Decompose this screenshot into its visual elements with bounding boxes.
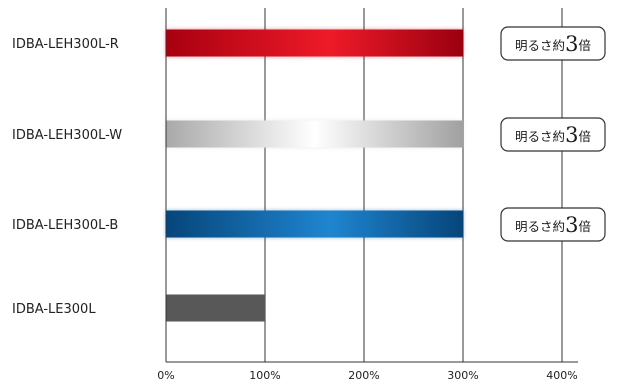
annotation-prefix: 明るさ約 <box>515 38 565 53</box>
x-axis: 0% 100% 200% 300% 400% <box>157 8 578 382</box>
annotation-number: 3 <box>565 213 578 237</box>
category-label: IDBA-LEH300L-W <box>12 128 122 143</box>
annotation-number: 3 <box>565 32 578 56</box>
annotation-number: 3 <box>565 123 578 147</box>
bar-idba-leh300l-w <box>166 120 463 148</box>
x-tick-label: 400% <box>546 369 577 382</box>
gridlines <box>264 8 563 362</box>
annotation-suffix: 倍 <box>578 129 591 144</box>
annotation-badge: 明るさ約3倍 <box>500 117 606 152</box>
bar-idba-leh300l-b <box>166 210 463 238</box>
bar-idba-leh300l-r <box>166 29 463 57</box>
annotation-prefix: 明るさ約 <box>515 129 565 144</box>
x-tick-label: 0% <box>157 369 174 382</box>
annotation-prefix: 明るさ約 <box>515 219 565 234</box>
annotation-badge: 明るさ約3倍 <box>500 207 606 242</box>
annotation-box <box>500 207 606 242</box>
bars <box>166 29 463 322</box>
annotation-box <box>500 117 606 152</box>
annotation-badge: 明るさ約3倍 <box>500 26 606 61</box>
category-labels: IDBA-LEH300L-R IDBA-LEH300L-W IDBA-LEH300L… <box>12 37 122 317</box>
annotation-box <box>500 26 606 61</box>
annotation-suffix: 倍 <box>578 219 591 234</box>
bar-idba-le300l <box>166 294 265 322</box>
annotation-text: 明るさ約3倍 <box>515 213 591 237</box>
annotation-suffix: 倍 <box>578 38 591 53</box>
x-tick-label: 300% <box>447 369 478 382</box>
annotation-text: 明るさ約3倍 <box>515 32 591 56</box>
annotation-text: 明るさ約3倍 <box>515 123 591 147</box>
category-label: IDBA-LEH300L-R <box>12 37 119 52</box>
x-tick-label: 200% <box>348 369 379 382</box>
category-label: IDBA-LE300L <box>12 302 96 317</box>
x-tick-label: 100% <box>249 369 280 382</box>
category-label: IDBA-LEH300L-B <box>12 218 118 233</box>
